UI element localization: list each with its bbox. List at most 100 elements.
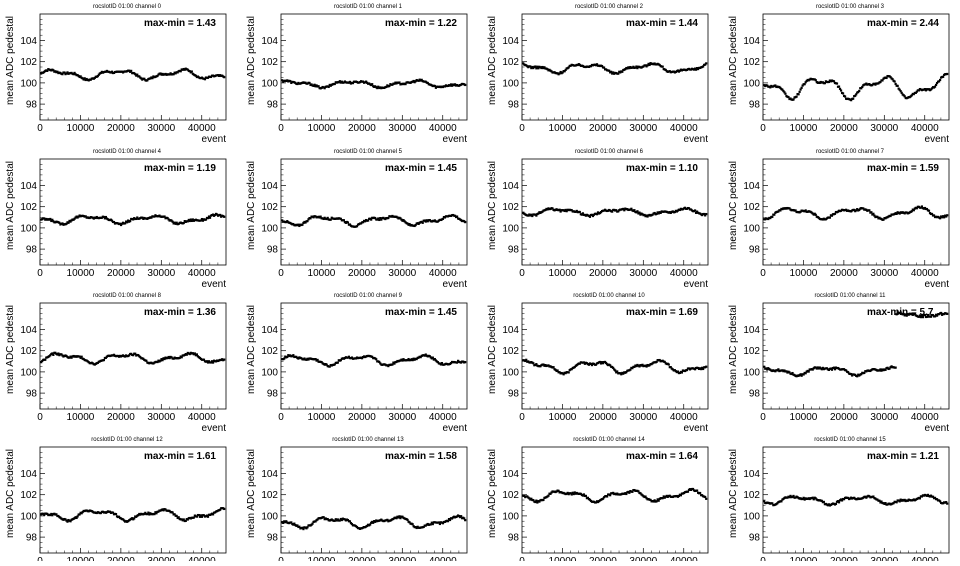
data-point	[659, 211, 662, 214]
data-point	[360, 357, 364, 360]
data-point	[878, 499, 881, 502]
data-point	[338, 519, 341, 522]
data-point	[789, 494, 792, 498]
data-point	[896, 84, 899, 87]
data-point	[151, 77, 154, 80]
data-point	[41, 359, 44, 363]
data-point	[696, 67, 700, 71]
data-point	[340, 518, 343, 522]
data-point	[78, 513, 81, 516]
data-point	[135, 217, 138, 221]
data-point	[103, 217, 106, 220]
data-point	[327, 85, 330, 89]
data-point	[124, 222, 127, 225]
data-point	[67, 221, 70, 224]
data-point	[573, 491, 576, 494]
plot-frame	[521, 446, 709, 554]
data-point	[177, 516, 180, 519]
y-tick-label: 104	[743, 181, 760, 192]
x-tick-label: 40000	[429, 556, 457, 561]
y-tick-label: 100	[743, 367, 760, 378]
data-point	[570, 368, 573, 371]
data-point	[281, 219, 284, 222]
data-point	[572, 492, 575, 496]
data-point	[858, 208, 861, 212]
x-tick-label: 40000	[429, 412, 457, 423]
data-point	[625, 492, 628, 496]
data-point	[408, 521, 411, 524]
data-point	[79, 75, 82, 78]
data-point	[523, 494, 526, 498]
data-point	[609, 364, 612, 367]
panel-channel-5: rocslotID 01:00 channel 5 98 100 102 104 0 100…	[246, 149, 468, 290]
y-tick-label: 98	[508, 389, 520, 400]
data-point	[102, 359, 105, 362]
data-point	[612, 491, 615, 495]
y-tick-label: 98	[508, 245, 520, 256]
data-point	[464, 361, 467, 364]
y-tick-label: 104	[261, 469, 278, 480]
data-point	[80, 512, 83, 515]
data-point	[205, 514, 209, 517]
data-point	[937, 80, 941, 83]
data-point	[112, 220, 116, 224]
data-point	[594, 501, 598, 504]
data-point	[779, 209, 782, 212]
y-tick-label: 102	[743, 202, 760, 213]
data-point	[693, 368, 697, 371]
panel-channel-10: rocslotID 01:00 channel 10 98 100 102 104 0 10…	[487, 293, 709, 434]
data-point	[180, 356, 183, 359]
data-point	[223, 76, 226, 79]
data-point	[388, 84, 391, 88]
data-point	[829, 367, 833, 370]
data-point	[79, 356, 82, 359]
data-point	[139, 356, 142, 359]
y-axis-label: mean ADC pedestal	[5, 305, 16, 394]
data-point	[581, 212, 584, 215]
data-point	[939, 78, 942, 82]
x-tick-label: 0	[37, 268, 43, 279]
data-point	[854, 94, 857, 97]
data-point	[282, 521, 285, 524]
data-point	[886, 366, 889, 369]
data-point	[84, 215, 87, 218]
data-point	[162, 509, 165, 512]
data-point	[430, 521, 433, 524]
data-point	[449, 362, 453, 365]
panel-channel-13: rocslotID 01:00 channel 13 98 100 102 104 0 10…	[246, 437, 468, 566]
data-point	[653, 211, 656, 215]
data-point	[414, 80, 417, 83]
data-point	[173, 221, 176, 224]
x-tick-label: 0	[278, 556, 284, 561]
data-point	[314, 358, 317, 361]
data-point	[102, 215, 105, 219]
data-point	[52, 353, 55, 356]
data-point	[820, 499, 823, 502]
data-point	[387, 216, 390, 220]
data-point	[529, 65, 532, 68]
data-point	[208, 216, 212, 219]
data-point	[591, 214, 595, 218]
data-point	[188, 219, 191, 223]
plot-frame	[521, 302, 709, 410]
data-point	[351, 82, 355, 85]
data-point	[603, 360, 607, 364]
data-point	[939, 500, 942, 503]
panel-title: rocslotID 01:00 channel 10	[573, 293, 645, 299]
data-point	[195, 515, 198, 518]
data-point	[686, 490, 690, 493]
data-point	[637, 490, 640, 493]
data-point	[417, 222, 420, 225]
data-point	[424, 353, 427, 356]
data-point	[799, 210, 802, 213]
data-point	[617, 72, 620, 75]
data-point	[371, 355, 374, 358]
data-point	[433, 357, 436, 361]
data-point	[842, 498, 846, 501]
data-point	[766, 368, 769, 371]
data-point	[860, 87, 863, 90]
data-point	[66, 71, 69, 74]
panel-channel-4: rocslotID 01:00 channel 4 98 100 102 104 0 100…	[5, 149, 227, 290]
data-point	[206, 361, 210, 364]
x-tick-label: 30000	[870, 556, 898, 561]
